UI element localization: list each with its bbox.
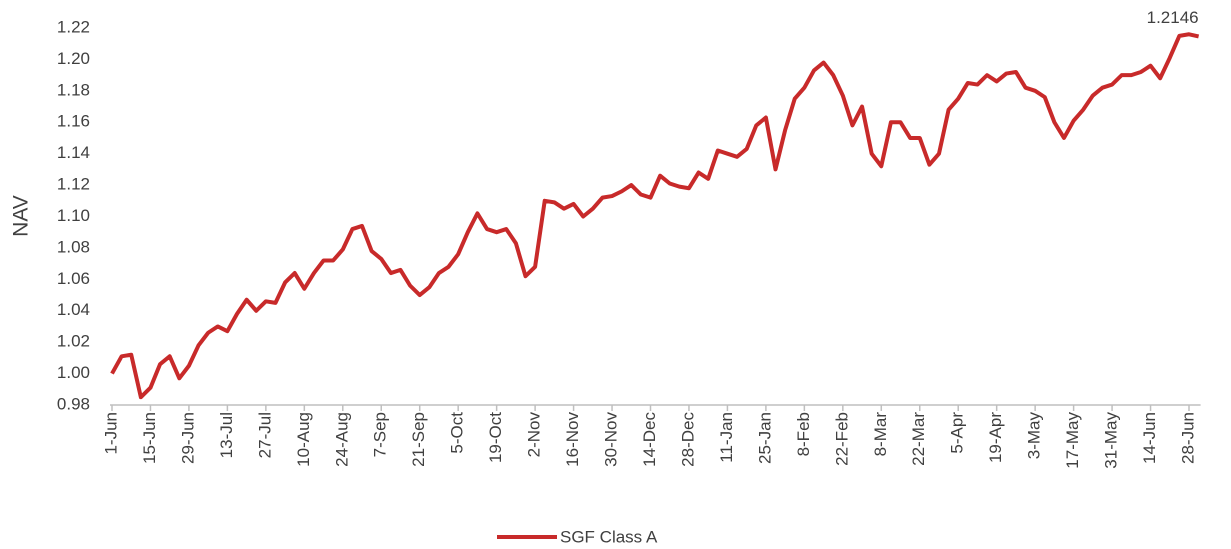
x-tick-label: 2-Nov [525,412,544,458]
series-line [110,32,1200,400]
y-tick-label: 0.98 [57,394,90,413]
y-tick-label: 1.20 [57,49,90,68]
x-tick-label: 22-Mar [909,412,928,466]
x-tick-label: 8-Feb [794,412,813,456]
x-tick-label: 10-Aug [294,412,313,467]
x-tick-label: 8-Mar [871,412,890,457]
x-tick-label: 22-Feb [832,412,851,466]
x-tick-label: 17-May [1063,412,1082,469]
x-tick-label: 16-Nov [563,412,582,467]
end-annotation: 1.2146 [1147,8,1199,27]
x-tick-label: 31-May [1102,412,1121,469]
x-tick-label: 19-Oct [486,412,505,463]
x-tick-label: 19-Apr [986,412,1005,463]
y-axis-label: NAV [10,195,33,237]
x-tick-label: 25-Jan [755,412,774,464]
y-tick-label: 1.22 [57,17,90,36]
x-tick-label: 30-Nov [602,412,621,467]
x-tick-label: 28-Jun [1178,412,1197,464]
y-tick-label: 1.00 [57,363,90,382]
y-tick-label: 1.12 [57,175,90,194]
x-tick-label: 24-Aug [332,412,351,467]
x-tick-label: 5-Apr [948,412,967,454]
y-tick-label: 1.18 [57,80,90,99]
x-tick-label: 21-Sep [409,412,428,467]
x-tick-label: 15-Jun [140,412,159,464]
x-tick-label: 5-Oct [448,412,467,454]
y-tick-label: 1.14 [57,143,90,162]
x-tick-label: 27-Jul [255,412,274,458]
y-tick-label: 1.06 [57,269,90,288]
y-tick-label: 1.10 [57,206,90,225]
y-tick-label: 1.08 [57,237,90,256]
x-tick-label: 14-Jun [1140,412,1159,464]
x-tick-label: 1-Jun [101,412,120,455]
y-tick-label: 1.16 [57,112,90,131]
x-tick-label: 29-Jun [178,412,197,464]
x-tick-label: 3-May [1025,412,1044,460]
x-tick-label: 13-Jul [217,412,236,458]
x-tick-label: 28-Dec [678,412,697,467]
legend-label: SGF Class A [560,527,658,546]
x-tick-label: 11-Jan [717,412,736,463]
y-tick-label: 1.02 [57,332,90,351]
x-tick-label: 14-Dec [640,412,659,467]
x-tick-label: 7-Sep [371,412,390,457]
y-tick-label: 1.04 [57,300,90,319]
